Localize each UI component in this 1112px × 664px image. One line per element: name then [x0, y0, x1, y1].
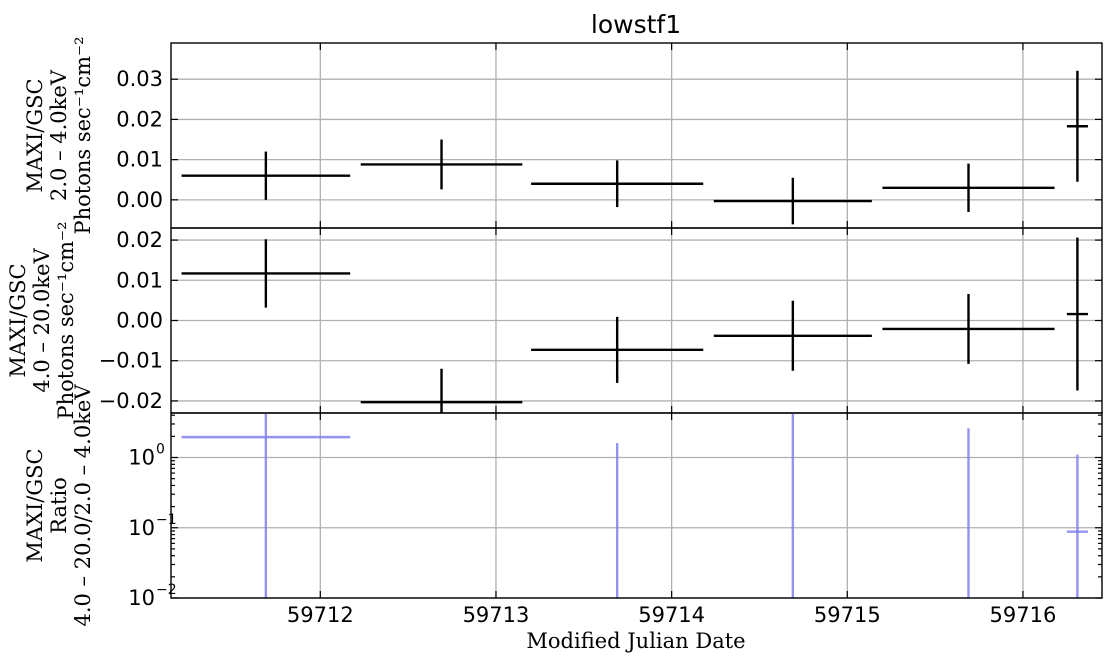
x-tick-label: 59714 — [638, 603, 705, 627]
y-tick-label: −0.02 — [99, 389, 163, 413]
y-axis-label-line: 4.0 – 20.0/2.0 – 4.0keV — [71, 384, 95, 627]
y-axis-label-line: 4.0 – 20.0keV — [30, 248, 54, 393]
y-axis-label-line: Ratio — [47, 477, 71, 534]
y-axis-label-line: 2.0 – 4.0keV — [47, 69, 71, 201]
panel-soft-band: 0.00 0.01 0.02 0.03 MAXI/GSC2.0 – 4.0keVPhot… — [23, 36, 1103, 235]
panel-hard-band: −0.02 −0.01 0.00 0.01 0.02 MAXI/GSC4.0 – 20.0… — [6, 221, 1103, 420]
y-axis-label-line: MAXI/GSC — [23, 448, 47, 562]
y-tick-label: 0.01 — [116, 268, 163, 292]
y-tick-label: 0.00 — [116, 309, 163, 333]
y-axis-label-line: Photons sec⁻¹cm⁻² — [54, 221, 78, 419]
y-axis-label-line: Photons sec⁻¹cm⁻² — [71, 36, 95, 234]
y-tick-label: −0.01 — [99, 349, 163, 373]
x-axis-label: Modified Julian Date — [526, 629, 745, 653]
y-tick-exponent: −1 — [156, 512, 177, 528]
x-tick-label: 59712 — [287, 603, 354, 627]
y-axis-label: MAXI/GSC2.0 – 4.0keVPhotons sec⁻¹cm⁻² — [23, 36, 95, 234]
y-tick-label: 0.02 — [116, 107, 163, 131]
panel-frame — [170, 412, 1103, 599]
y-tick-label: 0.01 — [116, 148, 163, 172]
y-tick-exponent: 0 — [156, 442, 165, 458]
y-axis-label: MAXI/GSCRatio4.0 – 20.0/2.0 – 4.0keV — [23, 384, 95, 627]
y-tick-label: 0.02 — [116, 228, 163, 252]
y-axis-label: MAXI/GSC4.0 – 20.0keVPhotons sec⁻¹cm⁻² — [6, 221, 78, 419]
y-tick-label: 0.03 — [116, 67, 163, 91]
x-tick-label: 59713 — [463, 603, 530, 627]
y-tick-label: 10 — [128, 446, 155, 470]
y-tick-label: 0.00 — [116, 188, 163, 212]
y-tick-label: 10 — [128, 586, 155, 610]
x-tick-label: 59716 — [990, 603, 1057, 627]
x-tick-label: 59715 — [814, 603, 881, 627]
x-tick-labels: 59712 59713 59714 59715 59716 — [287, 603, 1056, 627]
y-tick-exponent: −2 — [156, 582, 177, 598]
y-axis-label-line: MAXI/GSC — [23, 78, 47, 192]
chart-title: lowstf1 — [591, 10, 681, 39]
y-axis-label-line: MAXI/GSC — [6, 263, 30, 377]
y-tick-label: 10 — [128, 516, 155, 540]
